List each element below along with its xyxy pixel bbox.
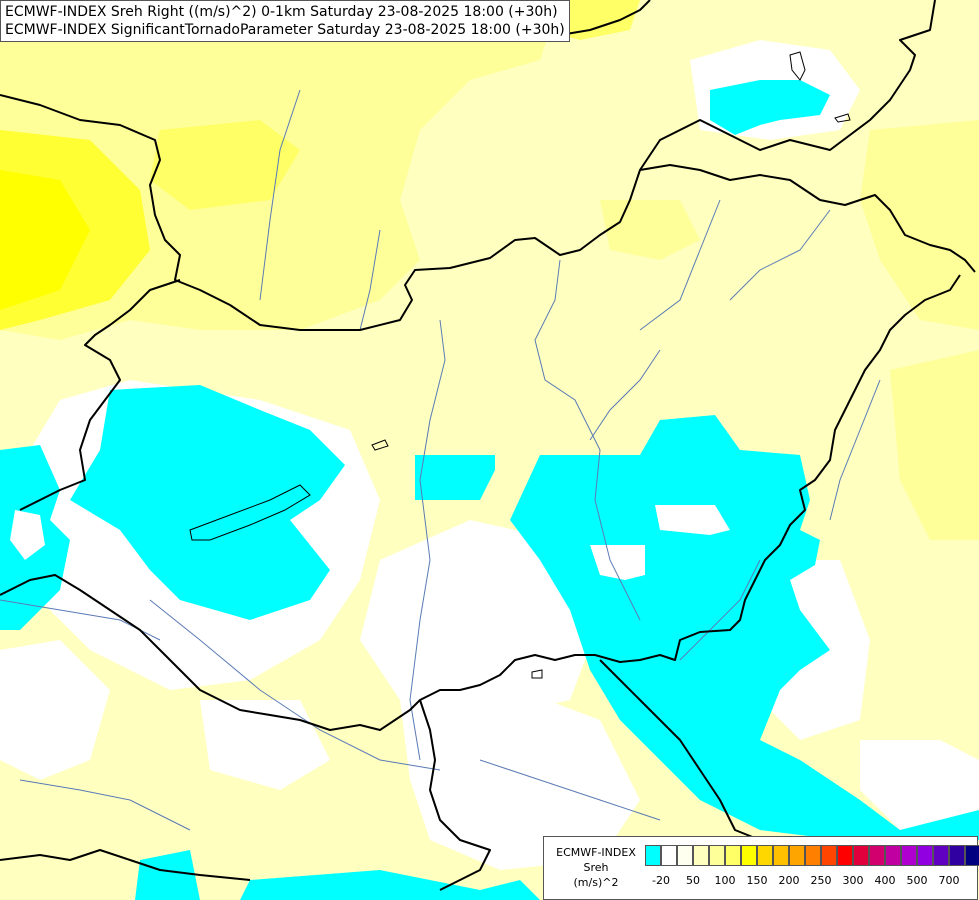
legend-swatch [853, 845, 869, 866]
legend-swatch [757, 845, 773, 866]
legend-swatch [773, 845, 789, 866]
legend-unit: (m/s)^2 [573, 876, 619, 889]
legend-swatch [965, 845, 979, 866]
yellow-zones [0, 0, 979, 540]
legend-tick-labels: -20 50 100 150 200 250 300 400 500 700 [645, 874, 975, 888]
map-title-box: ECMWF-INDEX Sreh Right ((m/s)^2) 0-1km S… [0, 0, 570, 42]
legend-tick-label: 200 [778, 874, 800, 887]
legend-swatch [933, 845, 949, 866]
title-line-sreh: ECMWF-INDEX Sreh Right ((m/s)^2) 0-1km S… [5, 4, 558, 20]
legend-swatch [725, 845, 741, 866]
legend-swatch [885, 845, 901, 866]
legend-swatch [661, 845, 677, 866]
legend-swatch [901, 845, 917, 866]
legend-tick-label: 400 [874, 874, 896, 887]
legend-tick-label: -20 [652, 874, 670, 887]
legend-swatch [677, 845, 693, 866]
legend-swatch [917, 845, 933, 866]
lakes [189, 51, 851, 679]
cyan-zones [0, 80, 979, 900]
color-legend: ECMWF-INDEX Sreh (m/s)^2 -20 50 100 150 200 2… [543, 836, 979, 900]
legend-tick-label: 500 [906, 874, 928, 887]
legend-tick-label: 700 [938, 874, 960, 887]
legend-swatch [693, 845, 709, 866]
legend-swatch [869, 845, 885, 866]
legend-variable: Sreh [583, 861, 609, 874]
legend-swatch [789, 845, 805, 866]
title-line-stp: ECMWF-INDEX SignificantTornadoParameter … [5, 22, 565, 38]
legend-tick-label: 300 [842, 874, 864, 887]
legend-swatch [821, 845, 837, 866]
legend-swatch [645, 845, 661, 866]
legend-swatch [741, 845, 757, 866]
legend-swatch [837, 845, 853, 866]
legend-swatch [709, 845, 725, 866]
legend-tick-label: 250 [810, 874, 832, 887]
legend-swatch [949, 845, 965, 866]
legend-model: ECMWF-INDEX [556, 846, 636, 859]
legend-swatch [805, 845, 821, 866]
rivers [0, 89, 881, 831]
legend-tick-label: 50 [686, 874, 700, 887]
legend-title: ECMWF-INDEX Sreh (m/s)^2 [548, 845, 644, 890]
legend-tick-label: 150 [746, 874, 768, 887]
legend-tick-label: 100 [714, 874, 736, 887]
legend-color-scale [645, 845, 979, 866]
